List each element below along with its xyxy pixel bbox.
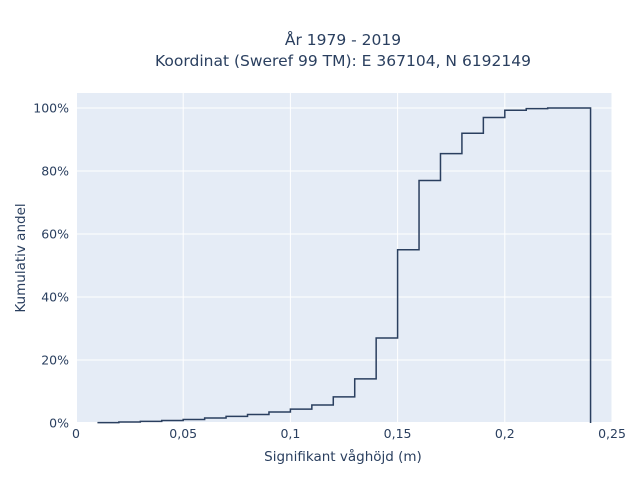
y-axis-label: Kumulativ andel xyxy=(13,203,29,312)
cumulative-step-line xyxy=(97,107,592,424)
chart-title-line2: Koordinat (Sweref 99 TM): E 367104, N 61… xyxy=(155,52,531,70)
plot-area xyxy=(76,93,612,423)
grid-lines xyxy=(75,93,613,424)
x-tick-labels: 0 0,05 0,1 0,15 0,2 0,25 xyxy=(72,426,626,441)
x-tick-label: 0 xyxy=(72,426,80,441)
x-tick-label: 0,2 xyxy=(495,426,515,441)
y-tick-label: 100% xyxy=(33,101,69,116)
y-tick-label: 0% xyxy=(49,416,69,431)
x-tick-label: 0,05 xyxy=(169,426,197,441)
x-axis-label: Signifikant våghöjd (m) xyxy=(264,448,422,465)
y-tick-labels: 0% 20% 40% 60% 80% 100% xyxy=(33,101,69,431)
x-tick-label: 0,1 xyxy=(280,426,300,441)
y-tick-label: 60% xyxy=(41,227,69,242)
x-tick-label: 0,15 xyxy=(384,426,412,441)
y-tick-label: 40% xyxy=(41,290,69,305)
y-tick-label: 20% xyxy=(41,353,69,368)
chart-title-line1: År 1979 - 2019 xyxy=(285,30,401,49)
y-tick-label: 80% xyxy=(41,164,69,179)
x-tick-label: 0,25 xyxy=(598,426,626,441)
